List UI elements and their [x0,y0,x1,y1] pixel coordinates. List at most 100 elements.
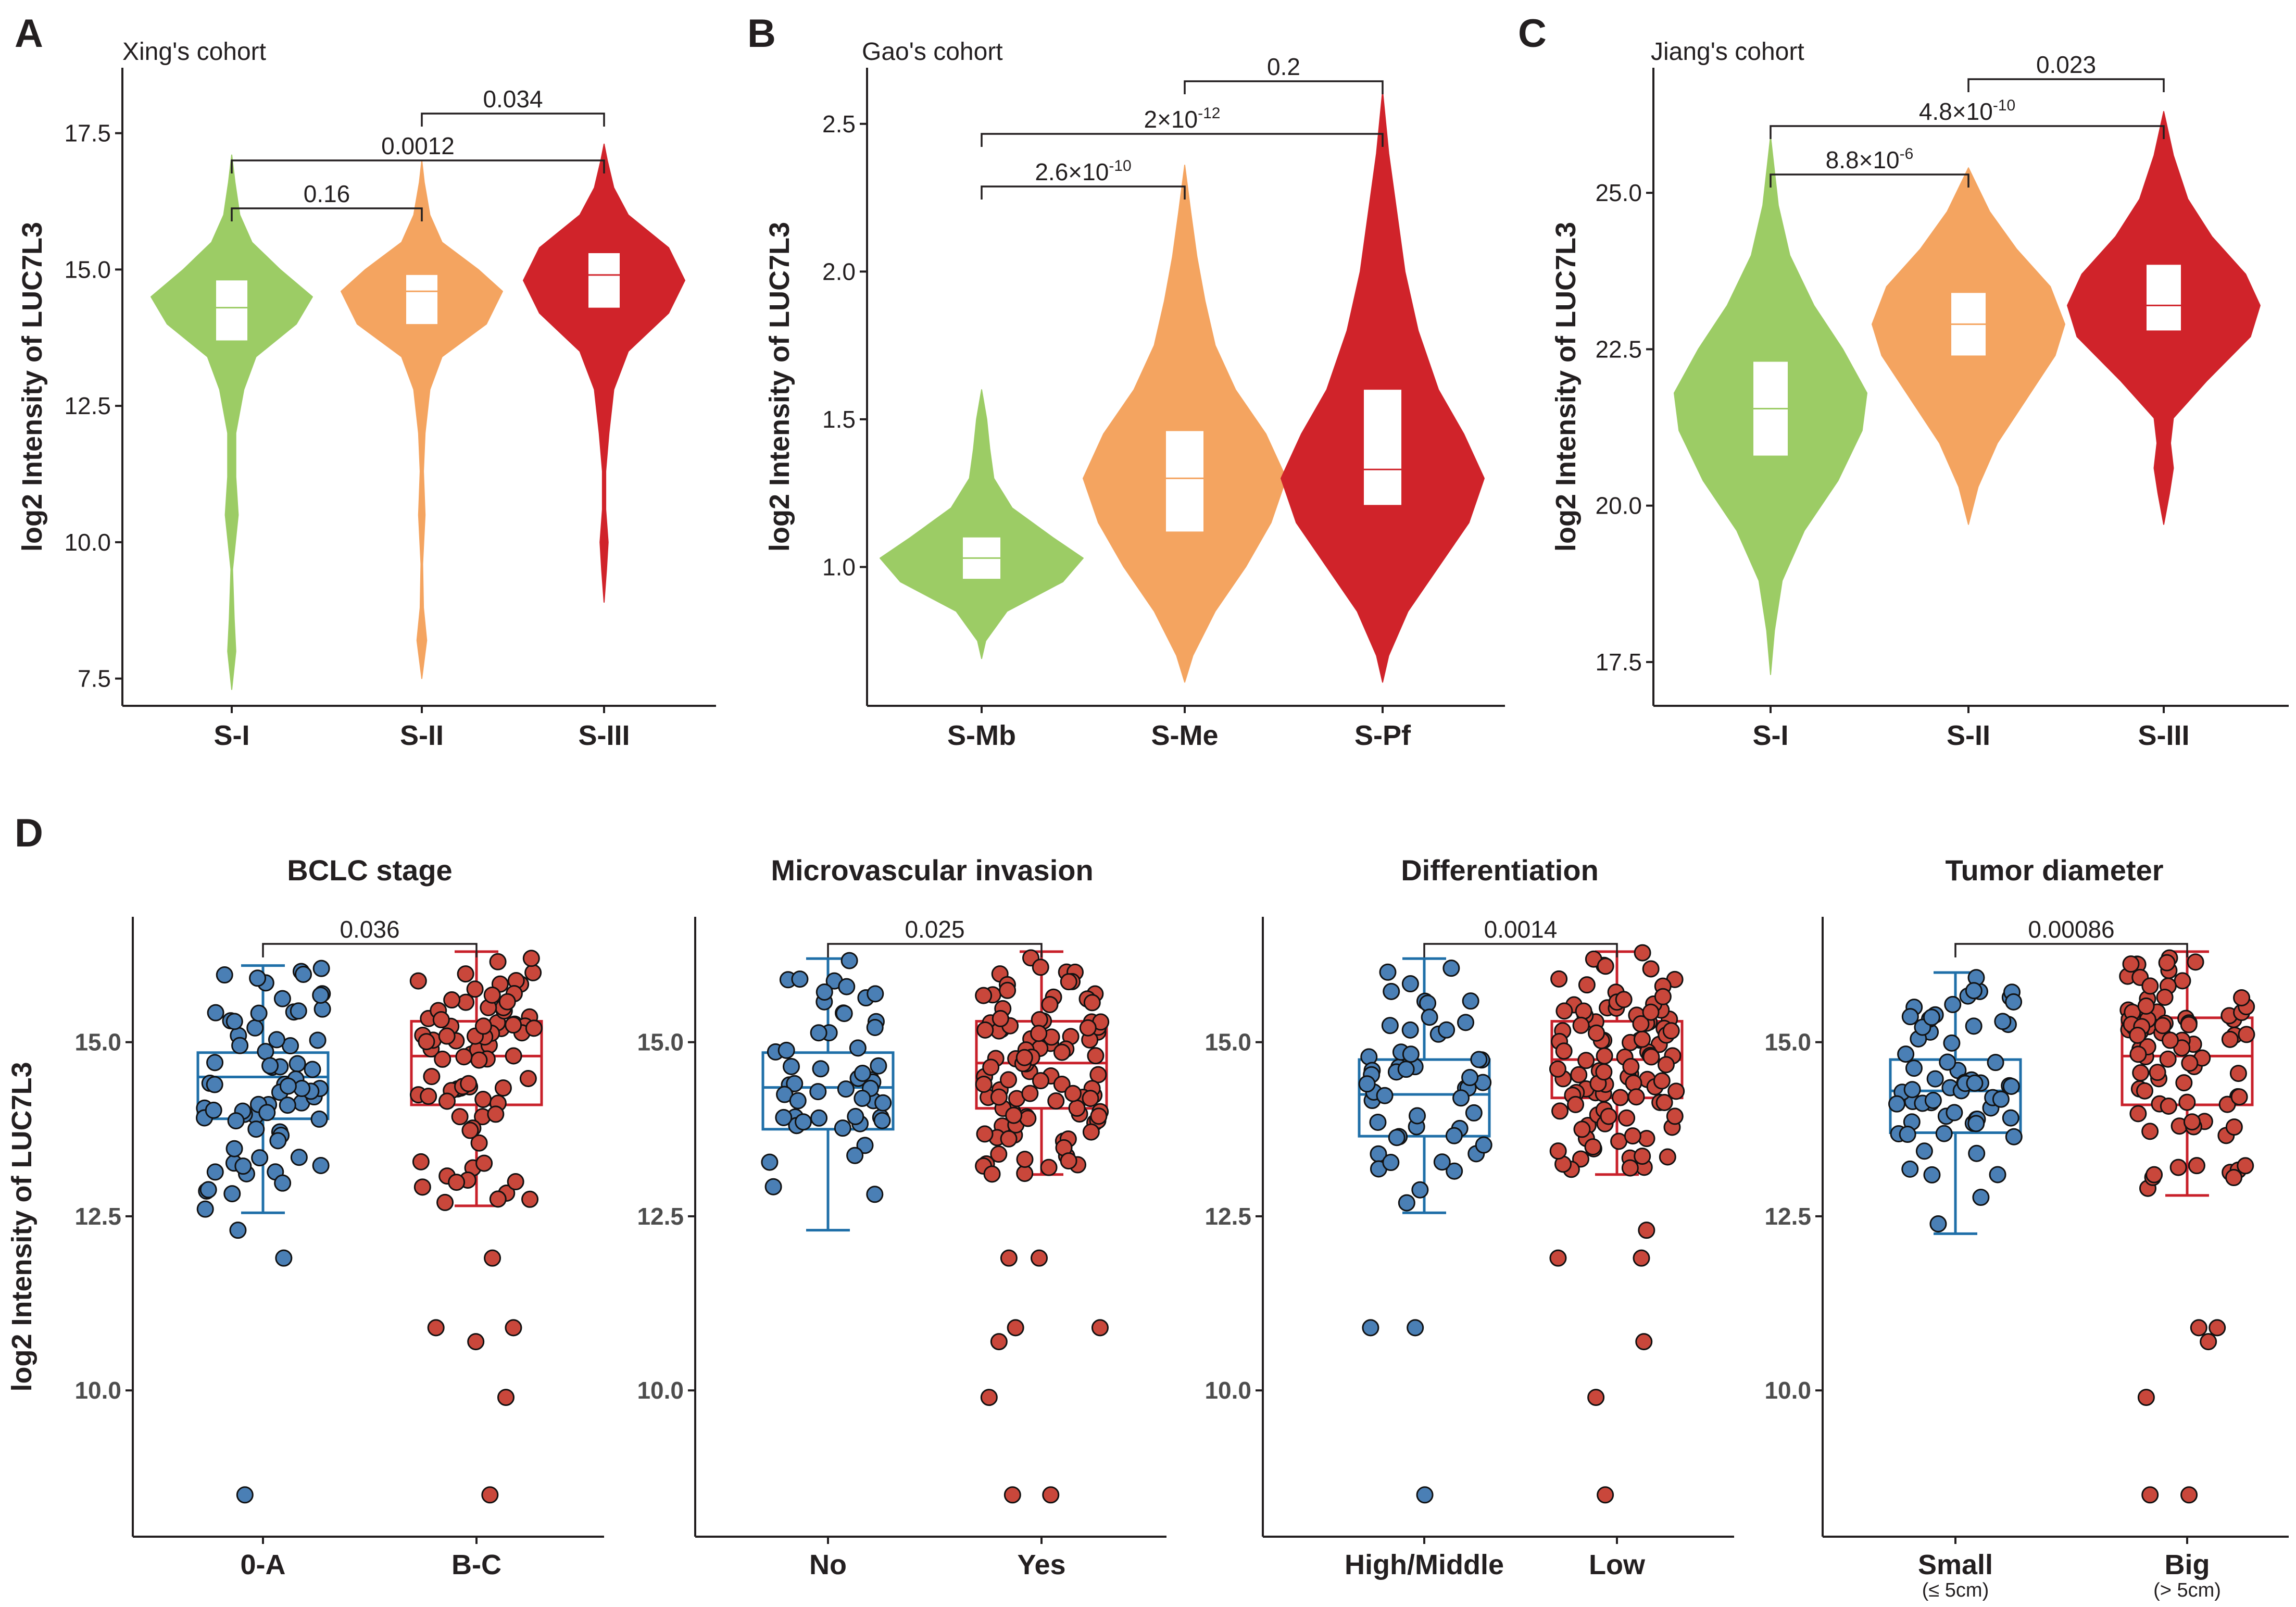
data-point-big [2161,1031,2179,1049]
data-point-high-middle [1402,1045,1420,1063]
data-point-0-a [250,1004,268,1022]
data-point-small [1899,1126,1916,1143]
violin-chart-gao: Gao's cohort 1.0 1.5 2.0 2.5 log2 Intensity o… [764,38,1505,751]
p-value-label: 0.034 [483,85,543,113]
data-point-0-a [246,1019,264,1037]
data-point-big [2174,972,2191,990]
y-tick-label-a: 17.5 [64,120,111,147]
data-point-low [1632,1015,1650,1033]
x-tick-label-s-iii: S-III [578,720,630,751]
chart-title-differentiation: Differentiation [1401,854,1599,887]
data-point-yes [1060,1152,1077,1170]
y-tick-label-a: 7.5 [78,665,111,692]
data-point-0-a [290,1149,308,1166]
y-tick-label-microvascular-invasion: 12.5 [637,1203,684,1230]
p-value-label: 0.036 [340,916,399,943]
data-point-no [840,952,858,969]
y-tick-label-microvascular-invasion: 10.0 [637,1377,684,1404]
data-point-0-a [312,987,330,1004]
chart-title-tumor-diameter: Tumor diameter [1945,854,2163,887]
y-axis-label-c: log2 Intensity of LUC7L3 [1550,222,1582,552]
data-point-0-a [196,1200,214,1218]
data-point-b-c [412,1153,430,1170]
data-point-b-c [484,1249,501,1267]
data-point-low [1662,1022,1680,1040]
y-axis-label-a: log2 Intensity of LUC7L3 [17,222,48,552]
data-point-b-c [475,1154,493,1172]
y-tick-label-a: 12.5 [64,392,111,419]
x-tick-label-s-pf: S-Pf [1354,720,1411,751]
data-point-b-c [438,1027,456,1045]
significance-bracket [1184,80,1384,94]
x-tick-label-s-mb: S-Mb [947,720,1016,751]
data-point-b-c [409,972,427,990]
data-point-yes [1003,1486,1021,1504]
data-point-low [1597,1486,1614,1504]
p-value-label-mantissa: 2.6×10 [1035,158,1109,185]
data-point-low [1666,1107,1684,1125]
x-tick-label-s-ii: S-II [1947,720,1990,751]
data-point-b-c [474,1017,492,1035]
data-point-small [1972,1189,1990,1206]
data-point-yes [1064,1085,1082,1102]
data-point-big [2187,953,2204,971]
y-tick-label-b: 1.5 [822,406,856,433]
data-point-yes [1082,1123,1100,1141]
data-point-big [2178,1093,2196,1111]
x-tick-label-low: Low [1589,1549,1646,1580]
data-point-no [810,1109,828,1127]
data-point-b-c [460,1075,478,1092]
data-point-high-middle [1388,1129,1406,1147]
y-tick-label-bclc-stage: 10.0 [74,1377,121,1404]
data-point-low [1595,1063,1613,1081]
data-point-0-a [247,1120,265,1138]
data-point-low [1615,991,1633,1008]
data-point-low [1638,1222,1655,1239]
data-point-b-c [489,953,507,970]
data-point-high-middle [1407,1319,1424,1337]
box-high-middle [1358,1058,1491,1138]
p-value-label-exponent: -12 [1198,105,1220,122]
violin-s-mb [880,389,1084,659]
significance-bracket [981,185,1186,200]
data-point-big [2237,1157,2254,1175]
data-point-high-middle [1358,1075,1376,1093]
data-point-low [1642,1048,1660,1066]
y-tick-label-differentiation: 15.0 [1205,1029,1251,1056]
data-point-big [2169,1158,2187,1176]
data-point-high-middle [1401,1021,1419,1039]
data-point-b-c [438,1092,456,1110]
x-tick-label-high-middle: High/Middle [1345,1549,1504,1580]
data-point-big [2175,1074,2193,1092]
data-point-low [1600,1107,1617,1125]
chart-title-c: Jiang's cohort [1651,38,1804,66]
data-point-0-a [288,1055,306,1073]
data-point-low [1635,1333,1653,1351]
data-point-yes [1042,1486,1060,1504]
data-point-big [2159,1050,2177,1068]
data-point-no [782,1057,800,1075]
data-point-small [1967,1115,1985,1132]
data-point-b-c [505,1016,522,1034]
x-tick-label-s-i: S-I [1752,720,1788,751]
data-point-low [1625,1074,1642,1092]
y-tick-label-b: 2.5 [822,110,856,138]
p-value-label: 4.8×10-10 [1919,97,2015,125]
chart-title-a: Xing's cohort [122,38,266,66]
data-point-big [2190,1319,2207,1337]
data-point-low [1611,1089,1629,1106]
p-value-label-mantissa: 8.8×10 [1826,146,1900,173]
data-point-high-middle [1461,1069,1479,1087]
data-point-0-a [258,1104,276,1122]
data-point-high-middle [1452,1089,1470,1107]
data-point-yes [980,1389,998,1406]
data-point-small [1901,1008,1919,1026]
data-point-small [1915,1142,1933,1160]
data-point-small [1992,1090,2010,1108]
data-point-0-a [268,1031,285,1049]
data-point-small [2005,1128,2023,1145]
data-point-no [867,985,884,1003]
significance-bracket [1770,125,2165,139]
data-point-high-middle [1397,1061,1415,1078]
data-point-high-middle [1382,1154,1400,1172]
